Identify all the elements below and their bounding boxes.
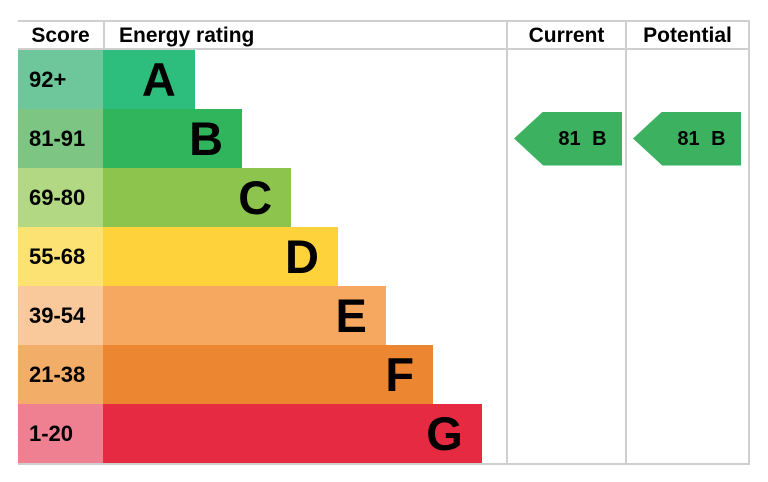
bar-track: G xyxy=(103,404,506,463)
current-rating-arrow: 81 B xyxy=(514,111,622,166)
band-row-f: 21-38 F xyxy=(18,345,748,404)
current-cell xyxy=(506,50,625,109)
current-rating-value: 81 B xyxy=(558,127,607,150)
rating-letter: D xyxy=(284,230,319,283)
bar-track: C xyxy=(103,168,506,227)
score-range-label: 69-80 xyxy=(18,168,103,227)
table-header-row: Score Energy rating Current Potential xyxy=(18,22,748,50)
rating-letter: G xyxy=(426,407,463,460)
current-cell xyxy=(506,227,625,286)
bar-track: E xyxy=(103,286,506,345)
rating-bar-a: A xyxy=(103,50,195,109)
bar-track: F xyxy=(103,345,506,404)
rating-bar-f: F xyxy=(103,345,434,404)
band-row-g: 1-20 G xyxy=(18,404,748,463)
bar-track: D xyxy=(103,227,506,286)
score-column-header: Score xyxy=(31,23,90,47)
band-row-a: 92+ A xyxy=(18,50,748,109)
energy-rating-column-header: Energy rating xyxy=(103,22,506,48)
score-range-label: 92+ xyxy=(18,50,103,109)
potential-cell xyxy=(625,168,748,227)
rating-letter: F xyxy=(385,348,415,401)
rating-letter: C xyxy=(238,171,273,224)
potential-cell xyxy=(625,50,748,109)
potential-column-header: Potential xyxy=(625,22,748,48)
potential-cell xyxy=(625,404,748,463)
score-range-label: 1-20 xyxy=(18,404,103,463)
band-row-e: 39-54 E xyxy=(18,286,748,345)
potential-cell xyxy=(625,286,748,345)
score-range-label: 55-68 xyxy=(18,227,103,286)
potential-rating-arrow: 81 B xyxy=(633,111,741,166)
rating-bar-c: C xyxy=(103,168,292,227)
rating-bar-g: G xyxy=(103,404,482,463)
potential-cell: 81 B xyxy=(625,109,748,168)
epc-energy-rating-chart: Score Energy rating Current Potential 92… xyxy=(18,20,750,465)
score-range-label: 81-91 xyxy=(18,109,103,168)
band-row-b: 81-91 B 81 B 81 B xyxy=(18,109,748,168)
rating-bar-d: D xyxy=(103,227,338,286)
rating-bar-e: E xyxy=(103,286,386,345)
potential-cell xyxy=(625,345,748,404)
potential-rating-value: 81 B xyxy=(677,127,726,150)
band-row-c: 69-80 C xyxy=(18,168,748,227)
rating-letter: A xyxy=(141,53,176,106)
current-cell xyxy=(506,345,625,404)
score-range-label: 39-54 xyxy=(18,286,103,345)
current-cell xyxy=(506,286,625,345)
band-row-d: 55-68 D xyxy=(18,227,748,286)
score-range-label: 21-38 xyxy=(18,345,103,404)
rating-letter: B xyxy=(189,112,224,165)
bar-track: A xyxy=(103,50,506,109)
current-column-header: Current xyxy=(506,22,625,48)
rating-bar-b: B xyxy=(103,109,243,168)
current-cell xyxy=(506,404,625,463)
bar-track: B xyxy=(103,109,506,168)
rating-letter: E xyxy=(335,289,367,342)
current-cell: 81 B xyxy=(506,109,625,168)
potential-cell xyxy=(625,227,748,286)
current-cell xyxy=(506,168,625,227)
